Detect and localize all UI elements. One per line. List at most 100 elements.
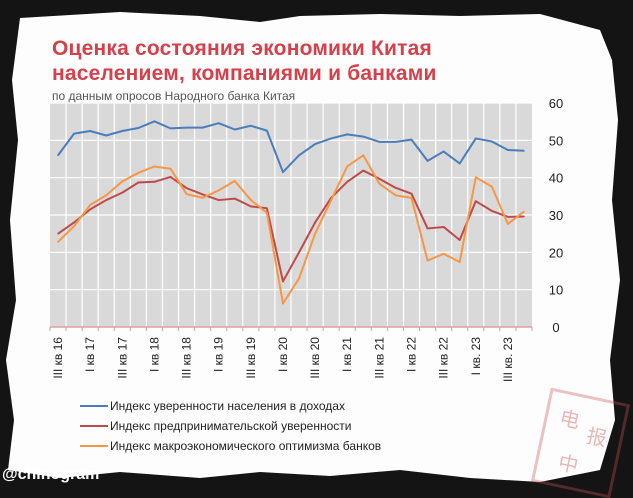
data-point (507, 149, 509, 151)
data-point (153, 120, 156, 123)
legend-item-population: Индекс уверенности населения в доходах (80, 396, 381, 416)
data-point (523, 210, 525, 213)
data-point (507, 216, 509, 218)
data-point (491, 210, 493, 212)
x-tick-label: I кв 20 (276, 337, 290, 372)
data-point (201, 126, 204, 129)
data-point (105, 194, 108, 197)
data-point (73, 221, 75, 224)
legend-item-banks: Индекс макроэкономического оптимизма бан… (80, 436, 381, 456)
data-point (105, 134, 108, 137)
legend-swatch (80, 425, 108, 427)
x-tick-label: III кв 17 (115, 337, 129, 379)
data-point (523, 149, 525, 152)
legend-swatch (80, 405, 108, 407)
data-point (121, 180, 124, 183)
data-point (378, 141, 381, 143)
data-point (378, 177, 381, 180)
data-point (474, 200, 477, 202)
series-line-2 (57, 154, 525, 305)
y-tick-label: 30 (549, 208, 563, 223)
data-point (282, 171, 284, 173)
data-point (330, 199, 332, 201)
data-point (491, 185, 493, 188)
data-point (185, 126, 188, 129)
y-tick-label: 20 (549, 245, 563, 260)
data-point (201, 197, 204, 199)
data-point (410, 197, 413, 199)
data-point (458, 162, 461, 165)
data-point (137, 172, 140, 174)
data-point (458, 239, 461, 241)
data-point (346, 133, 349, 136)
data-point (410, 138, 413, 141)
data-point (426, 160, 429, 162)
data-point (394, 141, 397, 143)
data-point (217, 122, 220, 124)
data-point (298, 251, 300, 254)
x-tick-label: I кв 22 (405, 337, 419, 372)
data-point (89, 130, 91, 132)
legend-swatch (80, 445, 108, 447)
series-line-0 (57, 120, 525, 174)
data-point (378, 182, 381, 185)
y-tick-label: 40 (549, 171, 563, 186)
x-tick-label: I кв. 23 (469, 337, 483, 376)
data-point (442, 226, 445, 228)
x-tick-label: III кв. 23 (501, 337, 515, 382)
data-point (507, 223, 509, 225)
data-point (137, 127, 140, 129)
data-point (250, 205, 252, 208)
data-point (233, 197, 236, 200)
data-point (474, 137, 477, 140)
data-point (57, 154, 59, 157)
y-tick-label: 50 (549, 133, 563, 148)
x-tick-label: III кв 21 (372, 337, 386, 379)
x-tick-label: I кв 17 (83, 337, 97, 372)
data-point (185, 193, 188, 195)
data-point (362, 154, 365, 157)
x-tick-label: III кв 16 (51, 337, 65, 379)
data-point (217, 199, 220, 201)
data-point (153, 165, 156, 168)
data-point (169, 127, 172, 130)
data-point (250, 124, 252, 127)
data-point (314, 221, 316, 224)
data-point (458, 261, 461, 263)
data-point (233, 180, 236, 182)
y-tick-label: 10 (549, 283, 563, 298)
data-point (201, 193, 204, 196)
x-tick-label: III кв 20 (308, 337, 322, 379)
legend-item-business: Индекс предпринимательской уверенности (80, 416, 381, 436)
data-point (298, 154, 300, 157)
data-point (491, 140, 493, 143)
data-point (362, 135, 365, 138)
data-point (266, 129, 268, 132)
x-tick-label: III кв 22 (437, 337, 451, 379)
data-point (442, 150, 445, 153)
x-tick-label: I кв 18 (147, 337, 161, 372)
chart-title-line2: населением, компаниями и банками (52, 62, 437, 85)
data-point (217, 189, 220, 192)
y-tick-label: 0 (552, 320, 559, 335)
data-point (57, 241, 59, 243)
data-point (314, 143, 316, 145)
data-point (169, 167, 172, 170)
data-point (153, 180, 156, 183)
data-point (73, 132, 75, 135)
data-point (137, 181, 140, 184)
legend-label: Индекс уверенности населения в доходах (110, 399, 345, 413)
data-point (426, 227, 429, 230)
data-point (330, 137, 332, 140)
y-tick-label: 60 (549, 96, 563, 111)
data-point (266, 207, 268, 210)
data-point (362, 169, 365, 172)
data-point (394, 194, 397, 197)
data-point (105, 199, 108, 201)
legend-label: Индекс макроэкономического оптимизма бан… (110, 439, 382, 453)
series-line-1 (57, 169, 524, 283)
data-point (282, 280, 284, 283)
watermark-handle: @chinogram (2, 466, 100, 483)
data-point (121, 130, 124, 132)
